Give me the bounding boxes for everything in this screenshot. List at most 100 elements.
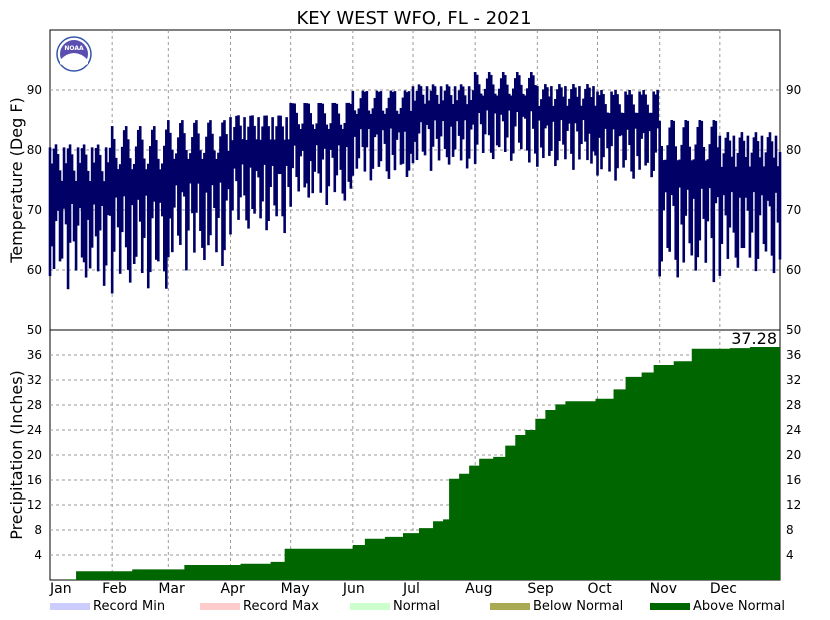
month-label: Nov xyxy=(650,581,677,597)
temp-daily-bar xyxy=(548,96,551,156)
temp-daily-bar xyxy=(359,98,363,130)
temp-daily-bar xyxy=(90,147,94,248)
temp-daily-bar xyxy=(690,160,694,256)
temp-daily-bar xyxy=(58,170,62,262)
temp-daily-bar xyxy=(48,147,52,277)
temp-daily-bar xyxy=(373,97,377,138)
temp-daily-bar xyxy=(698,120,702,241)
precip-tick-label-left: 12 xyxy=(27,498,42,512)
temp-daily-bar xyxy=(245,139,248,221)
temp-daily-bar xyxy=(267,126,270,222)
temp-daily-bar xyxy=(748,166,752,258)
temp-daily-bar xyxy=(349,103,353,189)
temp-daily-bar xyxy=(78,162,82,209)
precip-top-tick-left: 50 xyxy=(27,323,42,337)
temp-daily-bar xyxy=(233,126,236,169)
temp-daily-bar xyxy=(136,129,140,200)
temp-daily-bar xyxy=(652,91,655,171)
temp-daily-bar xyxy=(562,96,565,145)
temp-daily-bar xyxy=(183,133,186,197)
temp-daily-bar xyxy=(626,94,629,130)
temp-daily-bar xyxy=(80,148,84,258)
temp-daily-bar xyxy=(215,158,218,253)
temp-daily-bar xyxy=(708,144,712,189)
temp-daily-bar xyxy=(596,91,599,176)
temp-daily-bar xyxy=(513,78,517,127)
temp-daily-bar xyxy=(88,181,92,269)
temp-daily-bar xyxy=(247,126,250,229)
temp-daily-bar xyxy=(421,94,425,152)
temp-daily-bar xyxy=(175,153,178,186)
temp-daily-bar xyxy=(195,120,198,213)
temp-daily-bar xyxy=(483,88,487,135)
temp-daily-bar xyxy=(285,117,288,166)
temp-daily-bar xyxy=(542,89,545,159)
temp-daily-bar xyxy=(273,139,276,206)
temp-daily-bar xyxy=(602,94,605,158)
temp-daily-bar xyxy=(574,87,577,124)
temp-daily-bar xyxy=(487,72,491,136)
temp-daily-bar xyxy=(447,86,451,165)
temp-daily-bar xyxy=(94,147,98,237)
temp-daily-bar xyxy=(52,148,56,269)
temp-daily-bar xyxy=(189,153,192,184)
temp-daily-bar xyxy=(315,123,319,146)
temp-daily-bar xyxy=(592,86,595,152)
precipitation-axis-label: Precipitation (Inches) xyxy=(7,370,26,540)
temp-daily-bar xyxy=(337,113,341,146)
temp-daily-bar xyxy=(309,113,313,162)
temp-daily-bar xyxy=(62,147,66,209)
temp-daily-bar xyxy=(281,126,284,217)
precip-tick-label-left: 24 xyxy=(27,423,42,437)
temp-daily-bar xyxy=(481,95,485,153)
temp-daily-bar xyxy=(630,94,633,172)
temp-daily-bar xyxy=(104,147,108,266)
temp-daily-bar xyxy=(616,94,619,169)
legend-swatch xyxy=(650,603,690,610)
temp-daily-bar xyxy=(556,89,559,161)
temp-daily-bar xyxy=(507,93,511,111)
temp-daily-bar xyxy=(277,115,280,175)
temp-daily-bar xyxy=(231,140,234,211)
temp-daily-bar xyxy=(640,94,643,139)
temp-daily-bar xyxy=(612,94,615,130)
temp-daily-bar xyxy=(126,139,130,270)
temp-daily-bar xyxy=(399,107,403,165)
temp-daily-bar xyxy=(251,115,254,210)
temp-daily-bar xyxy=(205,136,208,193)
noaa-logo-text: NOAA xyxy=(64,45,84,52)
temp-daily-bar xyxy=(199,150,202,231)
month-label: May xyxy=(281,581,310,597)
temp-daily-bar xyxy=(646,104,649,163)
temp-daily-bar xyxy=(670,120,674,196)
temp-tick-label-left: 60 xyxy=(27,263,42,277)
temp-daily-bar xyxy=(70,154,74,205)
temp-daily-bar xyxy=(754,132,758,272)
temp-daily-bar xyxy=(694,144,698,271)
temp-daily-bar xyxy=(100,171,104,207)
temp-daily-bar xyxy=(106,162,110,216)
temp-daily-bar xyxy=(165,129,168,289)
temp-daily-bar xyxy=(331,102,335,158)
temp-daily-bar xyxy=(550,86,553,151)
temp-daily-bar xyxy=(305,103,309,184)
temp-daily-bar xyxy=(776,166,780,223)
temp-daily-bar xyxy=(590,96,593,164)
temp-daily-bar xyxy=(704,160,708,263)
temp-daily-bar xyxy=(197,133,200,184)
month-label: Feb xyxy=(102,581,127,597)
temp-daily-bar xyxy=(588,87,591,134)
temp-daily-bar xyxy=(648,112,651,132)
legend-swatch xyxy=(490,603,530,610)
temp-daily-bar xyxy=(461,86,465,140)
temp-daily-bar xyxy=(134,146,138,257)
temp-daily-bar xyxy=(287,139,290,188)
temp-daily-bar xyxy=(173,158,176,208)
precip-tick-label-right: 8 xyxy=(786,523,794,537)
temp-daily-bar xyxy=(511,88,515,154)
temp-daily-bar xyxy=(265,115,268,231)
temp-daily-bar xyxy=(225,134,228,201)
temp-daily-bar xyxy=(517,75,521,143)
temp-daily-bar xyxy=(564,86,567,160)
temp-daily-bar xyxy=(614,90,617,181)
